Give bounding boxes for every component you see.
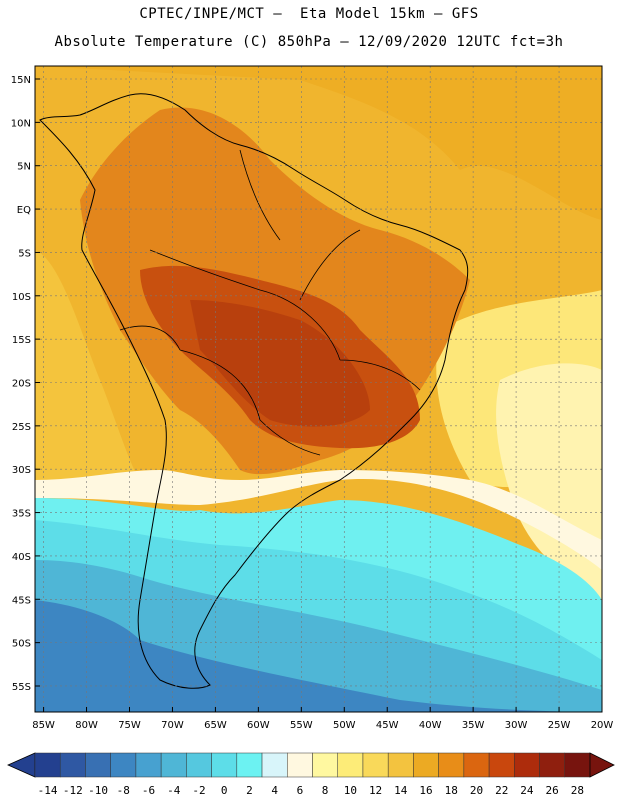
lon-label: 75W [118, 720, 141, 731]
lon-label: 45W [376, 720, 399, 731]
colorbar-label: 18 [445, 784, 458, 797]
colorbar-swatch [564, 752, 591, 778]
lon-label: 30W [505, 720, 528, 731]
zone-caribbean [35, 66, 602, 220]
colorbar-label: 12 [369, 784, 382, 797]
lat-label: 45S [12, 595, 31, 606]
lat-label: 25S [12, 422, 31, 433]
colorbar-right-arrow [589, 752, 615, 778]
lon-label: 60W [247, 720, 270, 731]
map-frame [34, 65, 603, 713]
lat-label: 50S [12, 639, 31, 650]
colorbar-swatch [362, 752, 389, 778]
colorbar-swatch [186, 752, 212, 778]
colorbar-swatch [337, 752, 364, 778]
colorbar-swatch [514, 752, 540, 778]
colorbar-label: 8 [322, 784, 329, 797]
lon-label: 50W [333, 720, 356, 731]
colorbar-label: 22 [495, 784, 508, 797]
colorbar-label: -2 [192, 784, 205, 797]
colorbar-label: 4 [271, 784, 278, 797]
colorbar-swatch [539, 752, 566, 778]
temperature-field [35, 66, 602, 712]
colorbar-label: -14 [38, 784, 58, 797]
colorbar-label: 10 [344, 784, 357, 797]
colorbar-label: 26 [546, 784, 559, 797]
colorbar-swatch [135, 752, 162, 778]
colorbar-label: 2 [246, 784, 253, 797]
latitude-labels: 15N 10N 5N EQ 5S 10S 15S 20S 25S 30S 35S 40S 45S 50S 5… [11, 75, 31, 693]
colorbar-swatch [261, 752, 288, 778]
lat-label: 15N [11, 75, 31, 86]
colorbar-label: 0 [221, 784, 228, 797]
colorbar-swatch [312, 752, 338, 778]
colorbar-left-arrow [7, 752, 36, 778]
lon-label: 35W [462, 720, 485, 731]
zone-coldest [35, 600, 602, 712]
lon-label: 70W [161, 720, 184, 731]
lat-label: 30S [12, 465, 31, 476]
lon-label: 20W [591, 720, 614, 731]
lat-label: 5N [17, 162, 31, 173]
colorbar-swatch [488, 752, 515, 778]
lon-label: 25W [548, 720, 571, 731]
longitude-labels: 85W 80W 75W 70W 65W 60W 55W 50W 45W 40W 35W 30W 25W 2… [32, 720, 613, 731]
colorbar-swatch [110, 752, 137, 778]
lon-label: 40W [419, 720, 442, 731]
colorbar: -14 -12 -10 -8 -6 -4 -2 0 2 4 6 8 10 12 14 16 18 20 22 24 26… [7, 752, 615, 797]
colorbar-swatch [387, 752, 414, 778]
colorbar-swatch [413, 752, 439, 778]
colorbar-swatch [287, 752, 313, 778]
lat-label: 20S [12, 378, 31, 389]
lat-label: 10S [12, 292, 31, 303]
colorbar-swatch [211, 752, 238, 778]
coastline [39, 93, 469, 689]
lat-label: 5S [18, 248, 31, 259]
zone-pacific-mid [35, 250, 150, 498]
zone-mild [35, 470, 602, 570]
colorbar-label: -4 [167, 784, 181, 797]
colorbar-swatch [160, 752, 187, 778]
lat-label: 35S [12, 509, 31, 520]
lat-label: 55S [12, 682, 31, 693]
map-title: CPTEC/INPE/MCT — Eta Model 15km — GFS [139, 6, 479, 22]
zone-hottest [190, 300, 370, 427]
lon-label: 85W [32, 720, 55, 731]
colorbar-label: 6 [297, 784, 304, 797]
colorbar-swatch [34, 752, 61, 778]
lon-label: 65W [204, 720, 227, 731]
colorbar-swatch [463, 752, 490, 778]
colorbar-swatch [85, 752, 111, 778]
colorbar-label: -10 [88, 784, 108, 797]
colorbar-label: -12 [63, 784, 83, 797]
colorbar-label: 14 [394, 784, 408, 797]
lat-label: 10N [11, 118, 31, 129]
colorbar-label: 28 [571, 784, 584, 797]
map-subtitle: Absolute Temperature (C) 850hPa — 12/09/… [54, 34, 564, 50]
colorbar-label: -6 [142, 784, 155, 797]
colorbar-swatch [59, 752, 86, 778]
colorbar-swatch [438, 752, 465, 778]
lat-label: EQ [17, 205, 31, 216]
colorbar-label: 24 [520, 784, 534, 797]
lat-label: 15S [12, 335, 31, 346]
colorbar-label: 20 [470, 784, 483, 797]
lon-label: 55W [290, 720, 313, 731]
lat-label: 40S [12, 552, 31, 563]
graticule [35, 66, 603, 712]
lon-label: 80W [75, 720, 98, 731]
colorbar-label: -8 [117, 784, 130, 797]
colorbar-label: 16 [419, 784, 432, 797]
colorbar-swatch [236, 752, 263, 778]
